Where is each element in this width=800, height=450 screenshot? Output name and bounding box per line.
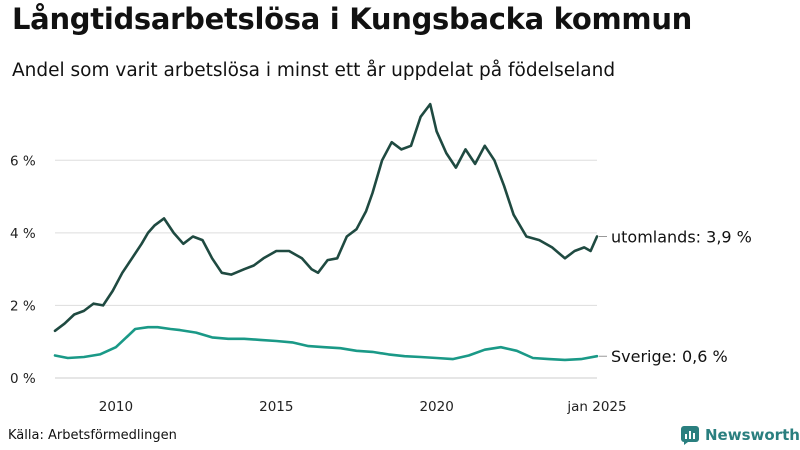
y-tick-label: 2 % <box>10 298 36 314</box>
y-tick-label: 0 % <box>10 371 36 387</box>
end-label-utomlands: utomlands: 3,9 % <box>611 228 752 247</box>
series-line-sverige <box>53 325 599 362</box>
y-tick-label: 6 % <box>10 153 36 169</box>
brand-name: Newsworthy <box>705 426 800 444</box>
x-tick-label: 2020 <box>419 399 453 415</box>
y-tick-label: 4 % <box>10 226 36 242</box>
end-label-sverige: Sverige: 0,6 % <box>611 347 728 366</box>
series-line-utomlands <box>53 102 599 333</box>
source-note: Källa: Arbetsförmedlingen <box>8 428 177 443</box>
x-tick-label: jan 2025 <box>566 399 626 415</box>
chart-subtitle: Andel som varit arbetslösa i minst ett å… <box>12 60 616 81</box>
x-tick-label: 2015 <box>259 399 293 415</box>
newsworthy-icon <box>681 426 699 445</box>
chart-title: Långtidsarbetslösa i Kungsbacka kommun <box>12 2 693 36</box>
newsworthy-logo: Newsworthy <box>680 425 800 445</box>
x-tick-label: 2010 <box>99 399 133 415</box>
